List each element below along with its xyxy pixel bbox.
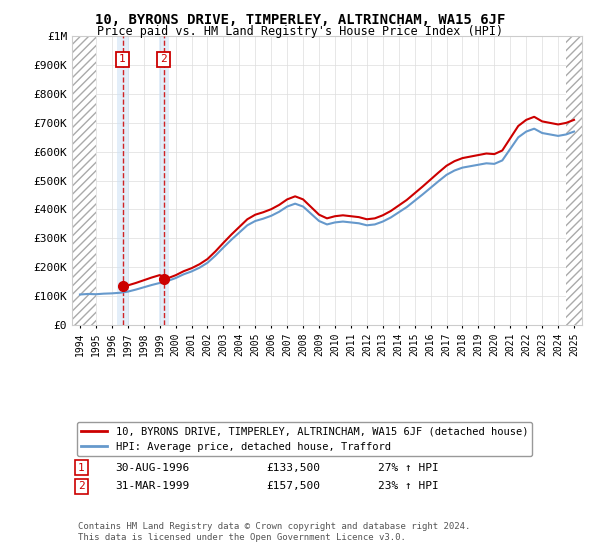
Text: 23% ↑ HPI: 23% ↑ HPI xyxy=(378,481,439,491)
Text: 2: 2 xyxy=(78,481,85,491)
Legend: 10, BYRONS DRIVE, TIMPERLEY, ALTRINCHAM, WA15 6JF (detached house), HPI: Average: 10, BYRONS DRIVE, TIMPERLEY, ALTRINCHAM,… xyxy=(77,422,532,456)
Text: 30-AUG-1996: 30-AUG-1996 xyxy=(115,463,190,473)
Bar xyxy=(159,36,169,325)
Text: 2: 2 xyxy=(160,54,167,64)
Bar xyxy=(116,36,128,325)
Text: 10, BYRONS DRIVE, TIMPERLEY, ALTRINCHAM, WA15 6JF: 10, BYRONS DRIVE, TIMPERLEY, ALTRINCHAM,… xyxy=(95,13,505,27)
Bar xyxy=(566,36,590,325)
Text: 31-MAR-1999: 31-MAR-1999 xyxy=(115,481,190,491)
Text: £133,500: £133,500 xyxy=(266,463,320,473)
Bar xyxy=(72,36,96,325)
Text: £157,500: £157,500 xyxy=(266,481,320,491)
Text: 1: 1 xyxy=(78,463,85,473)
Text: 1: 1 xyxy=(119,54,126,64)
Text: Price paid vs. HM Land Registry's House Price Index (HPI): Price paid vs. HM Land Registry's House … xyxy=(97,25,503,38)
Text: 27% ↑ HPI: 27% ↑ HPI xyxy=(378,463,439,473)
Text: Contains HM Land Registry data © Crown copyright and database right 2024.
This d: Contains HM Land Registry data © Crown c… xyxy=(78,522,470,542)
